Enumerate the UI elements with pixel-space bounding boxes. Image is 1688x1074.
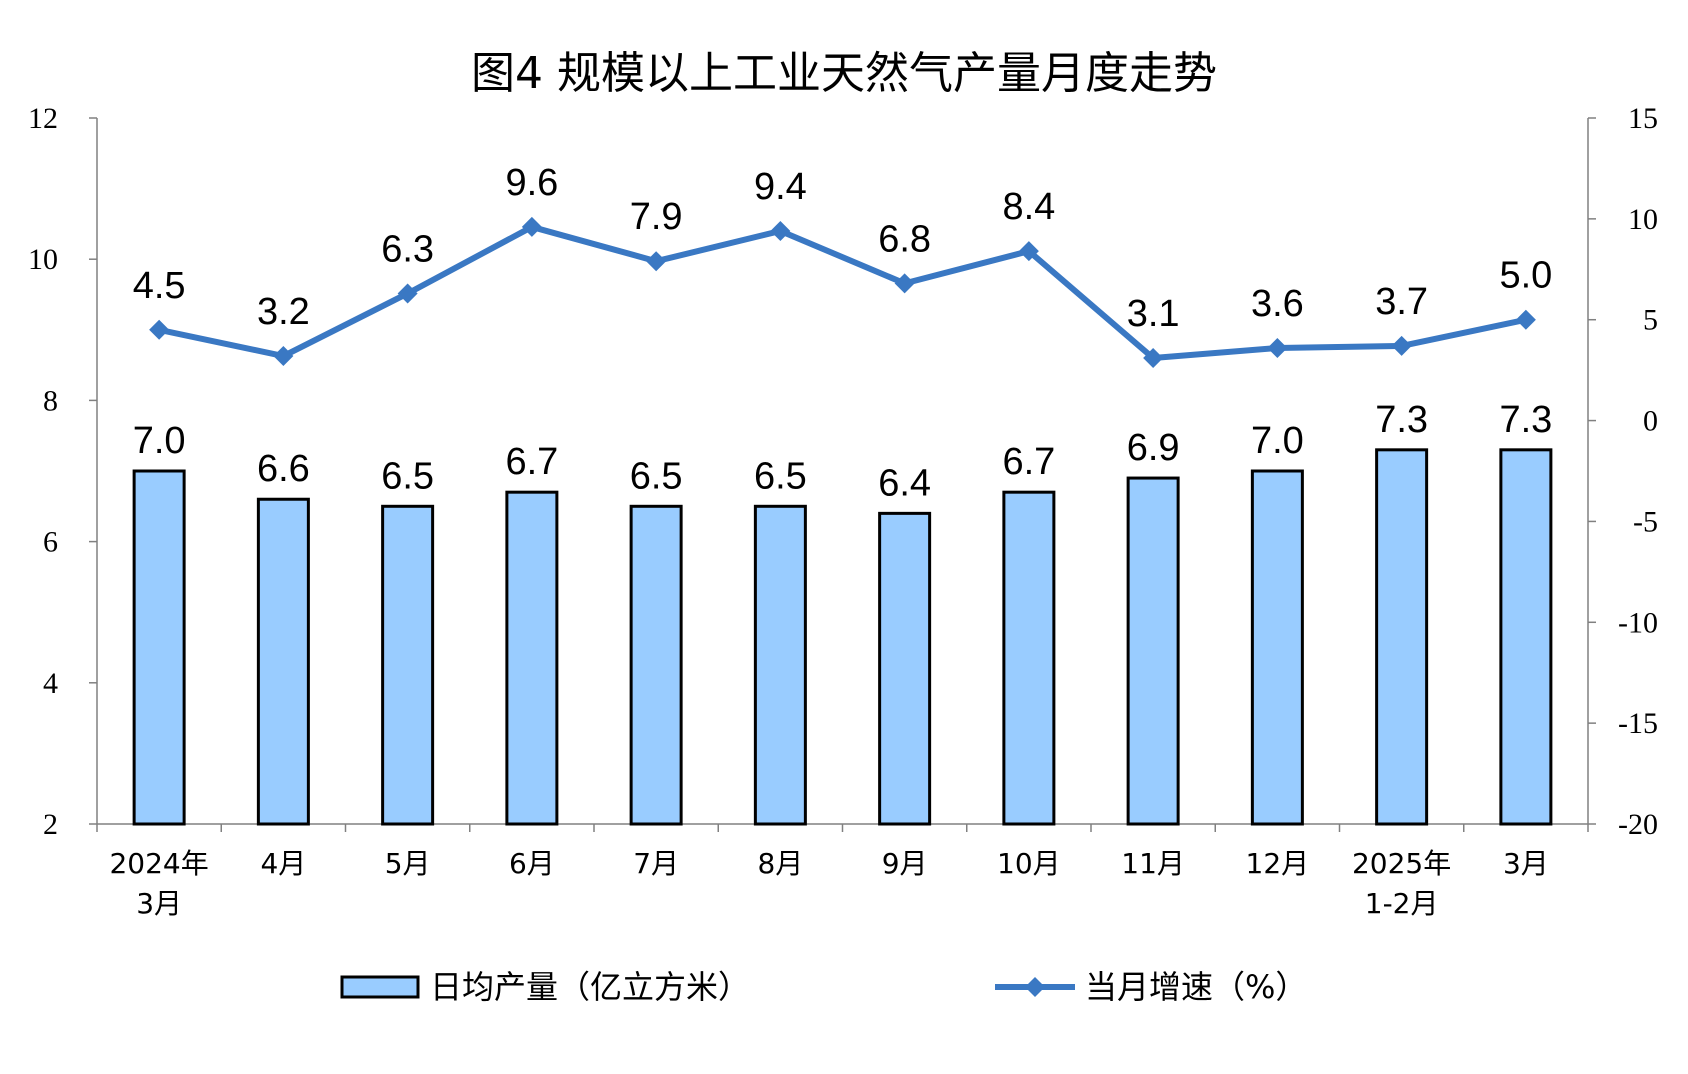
bar-value-label: 6.6	[257, 448, 310, 490]
bar-value-label: 6.4	[878, 462, 931, 504]
legend-line-marker	[1025, 977, 1045, 997]
left-tick-label: 6	[43, 526, 58, 559]
legend-bar-label: 日均产量（亿立方米）	[430, 968, 750, 1006]
legend-bar-swatch	[340, 975, 420, 999]
right-tick-label: -5	[1633, 505, 1658, 538]
growth-point	[273, 346, 294, 367]
right-tick-label: 5	[1643, 304, 1658, 337]
growth-value-label: 9.4	[754, 166, 807, 208]
left-tick-label: 10	[28, 243, 58, 276]
growth-point	[770, 220, 791, 241]
right-tick-label: 15	[1628, 102, 1658, 135]
left-tick-label: 12	[28, 102, 58, 135]
growth-point	[149, 319, 170, 340]
chart-title: 图4 规模以上工业天然气产量月度走势	[471, 48, 1217, 99]
x-tick-label: 9月	[882, 847, 928, 880]
growth-value-label: 9.6	[505, 162, 558, 204]
x-tick-label: 4月	[260, 847, 306, 880]
growth-value-label: 4.5	[133, 265, 186, 307]
bar-value-label: 7.3	[1499, 399, 1552, 441]
x-tick-label: 3月	[136, 887, 182, 920]
growth-point	[1515, 309, 1536, 330]
right-tick-label: -10	[1618, 606, 1658, 639]
right-tick-label: 10	[1628, 203, 1658, 236]
bar	[256, 497, 310, 826]
bar-value-label: 6.5	[754, 455, 807, 497]
bar-value-label: 6.7	[505, 441, 558, 483]
growth-value-label: 8.4	[1002, 186, 1055, 228]
growth-point	[1018, 241, 1039, 262]
x-tick-label: 10月	[997, 847, 1061, 880]
bar-value-label: 7.0	[1251, 420, 1304, 462]
growth-value-label: 7.9	[630, 196, 683, 238]
x-tick-label: 2025年	[1352, 847, 1451, 880]
growth-line	[149, 216, 1536, 369]
x-tick-label: 12月	[1246, 847, 1310, 880]
growth-point	[1267, 337, 1288, 358]
bar-value-label: 6.5	[630, 455, 683, 497]
growth-value-label: 3.1	[1127, 293, 1180, 335]
bar	[1499, 448, 1553, 826]
growth-point	[894, 273, 915, 294]
bar	[1126, 476, 1180, 826]
bar	[381, 504, 435, 826]
x-tick-label: 7月	[633, 847, 679, 880]
growth-value-label: 3.7	[1375, 281, 1428, 323]
growth-point	[397, 283, 418, 304]
left-tick-label: 2	[43, 808, 58, 841]
bar	[505, 490, 559, 826]
bar	[1002, 490, 1056, 826]
growth-point	[1391, 335, 1412, 356]
bar	[1250, 469, 1304, 826]
left-tick-label: 4	[43, 667, 58, 700]
growth-point	[646, 251, 667, 272]
growth-value-label: 3.2	[257, 291, 310, 333]
left-tick-label: 8	[43, 384, 58, 417]
growth-value-label: 6.8	[878, 218, 931, 260]
x-tick-label: 5月	[385, 847, 431, 880]
x-tick-label: 8月	[757, 847, 803, 880]
bars	[132, 448, 1553, 826]
bar	[629, 504, 683, 826]
bar	[132, 469, 186, 826]
growth-value-label: 6.3	[381, 228, 434, 270]
x-tick-label: 2024年	[109, 847, 208, 880]
x-tick-label: 1-2月	[1365, 887, 1439, 920]
legend: 日均产量（亿立方米） 当月增速（%）	[340, 968, 1307, 1006]
growth-point	[1143, 348, 1164, 369]
growth-line-path	[158, 223, 1527, 362]
legend-line-label: 当月增速（%）	[1085, 968, 1307, 1006]
data-labels: 7.0 6.6 6.5 6.7 6.5 6.5 6.4 6.7 6.9 7.0 7.3 7.3 4.5 3…	[133, 162, 1553, 504]
right-tick-label: -15	[1618, 707, 1658, 740]
x-tick-label: 3月	[1503, 847, 1549, 880]
bar	[1375, 448, 1429, 826]
bar-value-label: 6.5	[381, 455, 434, 497]
bar-value-label: 6.7	[1002, 441, 1055, 483]
axes: 2 4 6 8 10 12 -20 -15 -10 -5 0 5 10 15 2024年 3月 4月 5月 6月 7月…	[28, 102, 1658, 920]
growth-point	[521, 216, 542, 237]
bar	[753, 504, 807, 826]
right-tick-label: -20	[1618, 808, 1658, 841]
growth-value-label: 5.0	[1499, 255, 1552, 297]
bar	[878, 511, 932, 826]
x-tick-label: 6月	[509, 847, 555, 880]
bar-value-label: 6.9	[1127, 427, 1180, 469]
growth-value-label: 3.6	[1251, 283, 1304, 325]
bar-value-label: 7.3	[1375, 399, 1428, 441]
bar-value-label: 7.0	[133, 420, 186, 462]
x-tick-label: 11月	[1121, 847, 1185, 880]
right-tick-label: 0	[1643, 405, 1658, 438]
